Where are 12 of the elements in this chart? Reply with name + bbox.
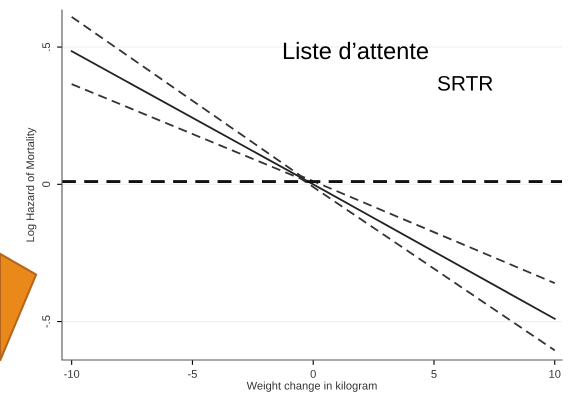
x-tick-label: 5: [431, 370, 437, 378]
x-tick-label: -5: [188, 370, 197, 378]
x-tick-label: 10: [549, 370, 560, 378]
y-tick-label: .5: [42, 42, 50, 51]
y-tick-label: -.5: [42, 316, 50, 328]
x-tick-label: -10: [64, 370, 80, 378]
y-axis-title: Log Hazard of Mortality: [26, 128, 36, 242]
annotation: Liste d’attente: [284, 42, 428, 60]
annotation: SRTR: [438, 76, 492, 91]
x-axis-title: Weight change in kilogram: [246, 381, 377, 392]
y-tick-label: 0: [42, 182, 50, 187]
x-tick-label: 0: [310, 370, 316, 378]
